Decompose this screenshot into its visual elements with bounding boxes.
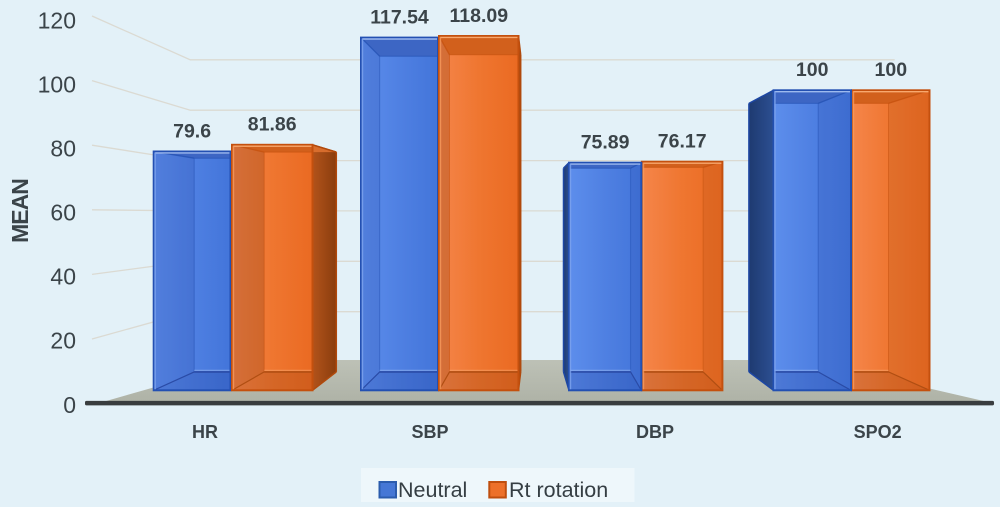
svg-text:81.86: 81.86 [248,114,297,136]
svg-text:Neutral: Neutral [398,478,467,502]
svg-text:100: 100 [38,72,76,98]
svg-text:120: 120 [38,8,76,34]
svg-text:80: 80 [50,136,76,162]
svg-text:100: 100 [796,59,829,81]
svg-text:Rt rotation: Rt rotation [509,478,608,502]
svg-text:40: 40 [50,264,76,290]
svg-text:117.54: 117.54 [370,6,429,28]
svg-text:DBP: DBP [636,422,674,442]
svg-text:20: 20 [50,328,76,354]
svg-text:100: 100 [875,59,908,81]
svg-text:SBP: SBP [411,422,448,442]
svg-text:MEAN: MEAN [7,179,33,243]
svg-text:60: 60 [50,200,76,226]
svg-text:118.09: 118.09 [450,5,509,27]
svg-text:HR: HR [192,422,218,442]
svg-text:75.89: 75.89 [581,132,630,154]
svg-text:76.17: 76.17 [658,131,707,153]
svg-text:79.6: 79.6 [173,120,211,142]
svg-text:SPO2: SPO2 [854,422,902,442]
svg-text:0: 0 [63,392,76,418]
